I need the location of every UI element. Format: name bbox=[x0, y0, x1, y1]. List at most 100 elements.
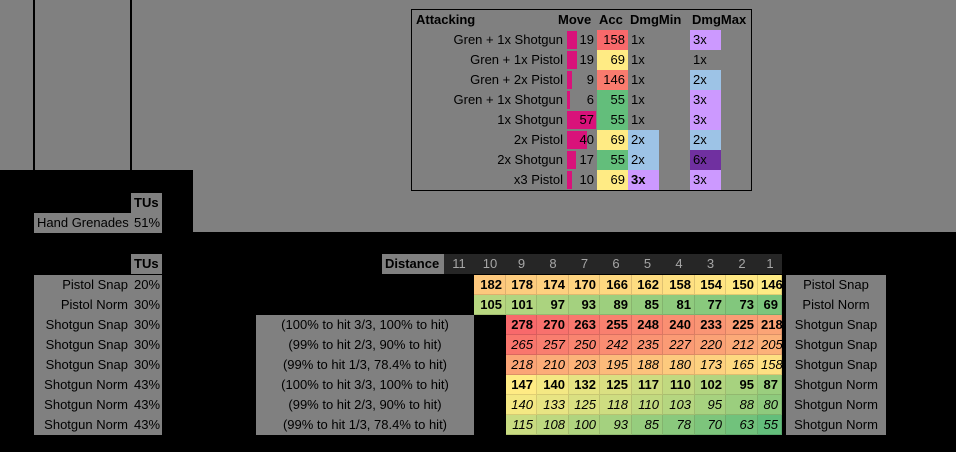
tu-value: 30% bbox=[131, 355, 162, 375]
tu-value: 43% bbox=[131, 395, 162, 415]
row-label: Shotgun Norm bbox=[34, 415, 131, 435]
note: (99% to hit 2/3, 90% to hit) bbox=[256, 335, 474, 355]
value-cell: 255 bbox=[600, 315, 632, 335]
row-label: Shotgun Snap bbox=[34, 315, 131, 335]
note: (99% to hit 1/3, 78.4% to hit) bbox=[256, 415, 474, 435]
move-value: 6 bbox=[586, 92, 594, 107]
acc-cell: 55 bbox=[597, 90, 628, 110]
table-header: Attacking bbox=[416, 12, 476, 27]
tu-header: TUs bbox=[131, 254, 162, 274]
value-cell: 248 bbox=[632, 315, 663, 335]
dmg-max-cell: 3x bbox=[690, 30, 721, 50]
value-cell: 125 bbox=[600, 375, 632, 395]
table-header: DmgMin bbox=[630, 12, 682, 27]
row-label-right: Pistol Norm bbox=[786, 295, 886, 315]
column-line bbox=[33, 0, 35, 170]
value-cell: 180 bbox=[663, 355, 695, 375]
value-cell: 93 bbox=[569, 295, 600, 315]
value-cell: 95 bbox=[695, 395, 726, 415]
value-cell: 70 bbox=[695, 415, 726, 435]
value-cell: 170 bbox=[569, 275, 600, 295]
value-cell: 115 bbox=[506, 415, 537, 435]
value-cell: 165 bbox=[726, 355, 758, 375]
move-bar bbox=[567, 71, 572, 89]
attack-name: 1x Shotgun bbox=[497, 112, 563, 127]
move-bar bbox=[567, 151, 576, 169]
tu-value: 51% bbox=[131, 213, 162, 233]
note: (100% to hit 3/3, 100% to hit) bbox=[256, 375, 474, 395]
value-cell: 140 bbox=[506, 395, 537, 415]
value-cell: 158 bbox=[758, 355, 783, 375]
attack-name: 2x Pistol bbox=[513, 132, 563, 147]
acc-cell: 55 bbox=[597, 110, 628, 130]
value-cell: 263 bbox=[569, 315, 600, 335]
distance-header: 3 bbox=[695, 254, 726, 274]
value-cell: 55 bbox=[758, 415, 782, 435]
value-cell: 100 bbox=[569, 415, 600, 435]
value-cell: 85 bbox=[632, 415, 663, 435]
value-cell: 205 bbox=[758, 335, 783, 355]
value-cell: 225 bbox=[726, 315, 758, 335]
value-cell: 88 bbox=[726, 395, 758, 415]
value-cell: 158 bbox=[663, 275, 695, 295]
dmg-max-cell: 2x bbox=[690, 70, 721, 90]
value-cell: 87 bbox=[758, 375, 782, 395]
value-cell: 146 bbox=[758, 275, 783, 295]
row-label-right: Shotgun Norm bbox=[786, 375, 886, 395]
dmg-max-cell: 1x bbox=[693, 52, 707, 67]
value-cell: 78 bbox=[663, 415, 695, 435]
tu-value: 30% bbox=[131, 295, 162, 315]
dmg-min-cell: 1x bbox=[631, 32, 645, 47]
value-cell: 242 bbox=[600, 335, 632, 355]
acc-cell: 55 bbox=[597, 150, 628, 170]
value-cell: 210 bbox=[537, 355, 569, 375]
distance-header: 10 bbox=[474, 254, 506, 274]
value-cell: 101 bbox=[506, 295, 537, 315]
value-cell: 203 bbox=[569, 355, 600, 375]
value-cell: 63 bbox=[726, 415, 758, 435]
value-cell: 235 bbox=[632, 335, 663, 355]
value-cell: 182 bbox=[474, 275, 506, 295]
value-cell: 173 bbox=[695, 355, 726, 375]
value-cell: 265 bbox=[506, 335, 537, 355]
move-value: 9 bbox=[586, 72, 594, 87]
row-label-right: Shotgun Norm bbox=[786, 415, 886, 435]
dmg-min-cell: 2x bbox=[628, 130, 659, 150]
row-label: Shotgun Snap bbox=[34, 335, 131, 355]
move-bar bbox=[567, 91, 571, 109]
value-cell: 218 bbox=[506, 355, 537, 375]
table-header: Acc bbox=[599, 12, 623, 27]
row-label: Pistol Norm bbox=[34, 295, 131, 315]
note: (99% to hit 2/3, 90% to hit) bbox=[256, 395, 474, 415]
value-cell: 166 bbox=[600, 275, 632, 295]
row-label-right: Shotgun Snap bbox=[786, 355, 886, 375]
move-value: 17 bbox=[579, 152, 594, 167]
note: (100% to hit 3/3, 100% to hit) bbox=[256, 315, 474, 335]
value-cell: 85 bbox=[632, 295, 663, 315]
value-cell: 154 bbox=[695, 275, 726, 295]
attack-name: Gren + 1x Shotgun bbox=[453, 32, 564, 47]
row-label-right: Shotgun Snap bbox=[786, 315, 886, 335]
move-bar bbox=[567, 111, 596, 129]
distance-header: 5 bbox=[632, 254, 663, 274]
tu-header: TUs bbox=[131, 193, 162, 213]
distance-header: 6 bbox=[600, 254, 632, 274]
value-cell: 77 bbox=[695, 295, 726, 315]
acc-cell: 146 bbox=[597, 70, 628, 90]
value-cell: 162 bbox=[632, 275, 663, 295]
acc-cell: 69 bbox=[597, 130, 628, 150]
value-cell: 105 bbox=[474, 295, 506, 315]
value-cell: 240 bbox=[663, 315, 695, 335]
column-line bbox=[130, 0, 132, 170]
attack-name: Gren + 1x Pistol bbox=[470, 52, 563, 67]
value-cell: 174 bbox=[537, 275, 569, 295]
row-label-right: Shotgun Snap bbox=[786, 335, 886, 355]
row-label-right: Shotgun Norm bbox=[786, 395, 886, 415]
value-cell: 89 bbox=[600, 295, 632, 315]
table-header: DmgMax bbox=[692, 12, 747, 27]
value-cell: 97 bbox=[537, 295, 569, 315]
row-label: Pistol Snap bbox=[34, 275, 131, 295]
value-cell: 95 bbox=[726, 375, 758, 395]
attack-name: 2x Shotgun bbox=[497, 152, 563, 167]
row-label: Shotgun Snap bbox=[34, 355, 131, 375]
